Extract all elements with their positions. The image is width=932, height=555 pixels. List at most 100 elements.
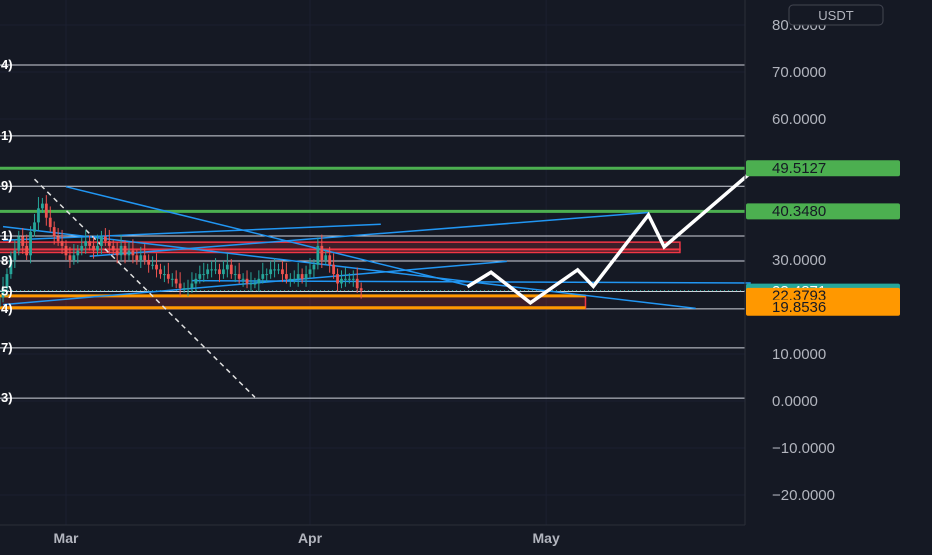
candle-body <box>69 255 72 260</box>
candle-body <box>29 232 32 256</box>
candle-body <box>33 222 36 231</box>
candle-body <box>116 251 119 256</box>
candle-body <box>344 279 347 280</box>
fib-level-label: 9) <box>1 178 13 193</box>
price-axis-label: −10.0000 <box>772 440 835 457</box>
fib-level-label: 3) <box>1 390 13 405</box>
candle-body <box>269 269 272 274</box>
candle-body <box>147 260 150 265</box>
candle-body <box>194 279 197 284</box>
candle-body <box>289 279 292 280</box>
candle-body <box>167 274 170 279</box>
candle-body <box>293 279 296 280</box>
candle-body <box>128 251 131 256</box>
candle-body <box>108 241 111 246</box>
time-axis-label: Apr <box>298 530 323 546</box>
candle-body <box>254 284 257 285</box>
candle-body <box>53 227 56 236</box>
fib-level-label: 8) <box>1 253 13 268</box>
candle-body <box>45 204 48 218</box>
candle-body <box>76 251 79 256</box>
candle-body <box>49 218 52 227</box>
candle-body <box>179 284 182 289</box>
candle-body <box>61 241 64 246</box>
candle-body <box>21 237 24 246</box>
candle-body <box>257 279 260 284</box>
candle-body <box>41 204 44 209</box>
currency-label: USDT <box>818 8 853 23</box>
candle-body <box>202 274 205 275</box>
candle-body <box>124 246 127 255</box>
price-tag: 40.3480 <box>746 203 900 220</box>
time-axis-label: May <box>533 530 560 546</box>
candle-body <box>72 255 75 260</box>
candle-body <box>155 265 158 270</box>
candle-body <box>84 241 87 246</box>
price-tag: 49.5127 <box>746 160 900 177</box>
candle-body <box>171 279 174 280</box>
candle-body <box>277 269 280 270</box>
candle-body <box>25 246 28 255</box>
candle-body <box>265 274 268 275</box>
price-tag-value: 40.3480 <box>772 203 826 220</box>
candle-body <box>135 255 138 260</box>
candle-body <box>226 265 229 270</box>
price-tag: 19.8536 <box>746 299 900 316</box>
candle-body <box>96 246 99 251</box>
price-tag-value: 19.8536 <box>772 299 826 316</box>
candle-body <box>242 279 245 280</box>
candle-body <box>175 279 178 284</box>
candle-body <box>210 269 213 270</box>
price-axis-label: 10.0000 <box>772 346 826 363</box>
candle-body <box>328 255 331 264</box>
price-axis-label: 0.0000 <box>772 393 818 410</box>
candle-body <box>100 237 103 246</box>
candle-body <box>305 274 308 279</box>
candle-body <box>151 265 154 266</box>
candle-body <box>340 279 343 284</box>
candle-body <box>80 246 83 251</box>
candle-body <box>234 274 237 275</box>
candle-body <box>313 265 316 270</box>
candle-body <box>324 255 327 260</box>
candle-body <box>285 274 288 279</box>
candle-body <box>246 279 249 284</box>
candle-body <box>273 269 276 270</box>
candle-body <box>13 251 16 260</box>
price-axis-label: −20.0000 <box>772 487 835 504</box>
fib-level-label: 1) <box>1 228 13 243</box>
price-tag-value: 49.5127 <box>772 160 826 177</box>
candle-body <box>301 274 304 279</box>
candle-body <box>191 284 194 289</box>
fib-level-label: 4) <box>1 57 13 72</box>
time-axis-label: Mar <box>54 530 79 546</box>
price-axis-label: 70.0000 <box>772 64 826 81</box>
candle-body <box>222 269 225 274</box>
candle-body <box>336 274 339 283</box>
candle-body <box>261 274 264 279</box>
candle-body <box>297 274 300 279</box>
candle-body <box>356 279 359 288</box>
candle-body <box>250 284 253 285</box>
fib-level-label: 7) <box>1 340 13 355</box>
candle-body <box>132 251 135 256</box>
candle-body <box>17 237 20 251</box>
candle-body <box>230 265 233 274</box>
candle-body <box>309 269 312 274</box>
candle-body <box>88 241 91 246</box>
price-zone[interactable] <box>0 249 680 252</box>
candle-body <box>281 269 284 274</box>
candle-body <box>198 274 201 279</box>
candle-body <box>316 246 319 265</box>
candle-body <box>57 237 60 242</box>
fib-level-label: 5) <box>1 283 13 298</box>
candle-body <box>214 269 217 270</box>
candle-body <box>183 288 186 289</box>
currency-button[interactable]: USDT <box>789 5 883 25</box>
candle-body <box>360 288 363 290</box>
candle-body <box>112 246 115 251</box>
candle-body <box>139 255 142 260</box>
